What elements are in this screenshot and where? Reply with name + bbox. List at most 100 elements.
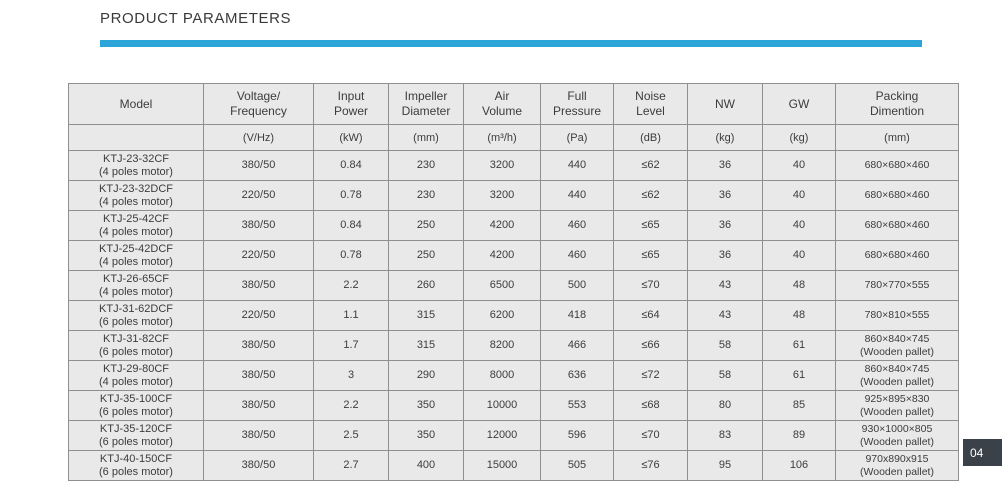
unit-model [68,124,204,151]
cell-model: KTJ-35-100CF (6 poles motor) [68,390,204,421]
cell-full-pressure: 440 [540,150,614,181]
col-header-air-volume: Air Volume [463,83,541,125]
cell-nw: 95 [687,450,763,481]
cell-noise-level: ≤64 [613,300,688,331]
table-row: KTJ-35-120CF (6 poles motor) 380/50 2.5 … [68,420,959,451]
cell-packing-dimention: 860×840×745 (Wooden pallet) [835,330,959,361]
table-row: KTJ-23-32CF (4 poles motor) 380/50 0.84 … [68,150,959,181]
cell-air-volume: 8200 [463,330,541,361]
cell-nw: 43 [687,270,763,301]
col-header-nw: NW [687,83,763,125]
col-header-packing-dimention: Packing Dimention [835,83,959,125]
table-row: KTJ-40-150CF (6 poles motor) 380/50 2.7 … [68,450,959,481]
unit-noise-level: (dB) [613,124,688,151]
cell-voltage-frequency: 380/50 [203,360,314,391]
cell-packing-dimention: 680×680×460 [835,150,959,181]
cell-impeller-diameter: 350 [388,420,464,451]
cell-input-power: 1.7 [313,330,389,361]
unit-packing-dimention: (mm) [835,124,959,151]
table-row: KTJ-31-82CF (6 poles motor) 380/50 1.7 3… [68,330,959,361]
cell-model: KTJ-29-80CF (4 poles motor) [68,360,204,391]
unit-full-pressure: (Pa) [540,124,614,151]
cell-packing-dimention: 780×770×555 [835,270,959,301]
cell-full-pressure: 553 [540,390,614,421]
cell-impeller-diameter: 290 [388,360,464,391]
cell-packing-dimention: 930×1000×805 (Wooden pallet) [835,420,959,451]
cell-full-pressure: 460 [540,210,614,241]
cell-packing-dimention: 970x890x915 (Wooden pallet) [835,450,959,481]
cell-noise-level: ≤65 [613,240,688,271]
cell-impeller-diameter: 400 [388,450,464,481]
col-header-input-power: Input Power [313,83,389,125]
cell-input-power: 2.2 [313,270,389,301]
cell-full-pressure: 460 [540,240,614,271]
unit-air-volume: (m³/h) [463,124,541,151]
table-row: KTJ-25-42CF (4 poles motor) 380/50 0.84 … [68,210,959,241]
table-header-row: Model Voltage/ Frequency Input Power Imp… [68,83,959,125]
cell-air-volume: 6200 [463,300,541,331]
cell-noise-level: ≤76 [613,450,688,481]
col-header-full-pressure: Full Pressure [540,83,614,125]
title-underline-bar [100,40,922,47]
cell-impeller-diameter: 315 [388,330,464,361]
cell-gw: 85 [762,390,836,421]
cell-noise-level: ≤66 [613,330,688,361]
cell-noise-level: ≤62 [613,180,688,211]
col-header-gw: GW [762,83,836,125]
cell-model: KTJ-35-120CF (6 poles motor) [68,420,204,451]
table-row: KTJ-29-80CF (4 poles motor) 380/50 3 290… [68,360,959,391]
cell-air-volume: 12000 [463,420,541,451]
cell-voltage-frequency: 380/50 [203,390,314,421]
cell-input-power: 0.84 [313,210,389,241]
unit-gw: (kg) [762,124,836,151]
cell-model: KTJ-23-32CF (4 poles motor) [68,150,204,181]
cell-voltage-frequency: 220/50 [203,300,314,331]
cell-noise-level: ≤68 [613,390,688,421]
cell-nw: 58 [687,360,763,391]
cell-full-pressure: 466 [540,330,614,361]
cell-impeller-diameter: 350 [388,390,464,421]
cell-full-pressure: 505 [540,450,614,481]
cell-packing-dimention: 680×680×460 [835,240,959,271]
cell-input-power: 3 [313,360,389,391]
table-units-row: (V/Hz) (kW) (mm) (m³/h) (Pa) (dB) (kg) (… [68,124,959,151]
cell-voltage-frequency: 220/50 [203,240,314,271]
cell-voltage-frequency: 220/50 [203,180,314,211]
cell-nw: 58 [687,330,763,361]
cell-gw: 40 [762,240,836,271]
cell-noise-level: ≤62 [613,150,688,181]
cell-full-pressure: 418 [540,300,614,331]
cell-air-volume: 4200 [463,210,541,241]
cell-model: KTJ-31-62DCF (6 poles motor) [68,300,204,331]
product-parameters-table: Model Voltage/ Frequency Input Power Imp… [68,83,959,481]
cell-impeller-diameter: 230 [388,150,464,181]
cell-noise-level: ≤70 [613,420,688,451]
cell-model: KTJ-25-42CF (4 poles motor) [68,210,204,241]
col-header-model: Model [68,83,204,125]
cell-input-power: 0.78 [313,240,389,271]
table-row: KTJ-35-100CF (6 poles motor) 380/50 2.2 … [68,390,959,421]
cell-gw: 61 [762,330,836,361]
cell-impeller-diameter: 250 [388,240,464,271]
cell-voltage-frequency: 380/50 [203,210,314,241]
cell-gw: 48 [762,270,836,301]
cell-packing-dimention: 780×810×555 [835,300,959,331]
cell-voltage-frequency: 380/50 [203,330,314,361]
page-number-badge: 04 [963,439,1002,466]
cell-noise-level: ≤72 [613,360,688,391]
cell-impeller-diameter: 260 [388,270,464,301]
cell-impeller-diameter: 250 [388,210,464,241]
col-header-impeller-diameter: Impeller Diameter [388,83,464,125]
cell-full-pressure: 636 [540,360,614,391]
col-header-noise-level: Noise Level [613,83,688,125]
cell-packing-dimention: 925×895×830 (Wooden pallet) [835,390,959,421]
cell-model: KTJ-26-65CF (4 poles motor) [68,270,204,301]
table-row: KTJ-23-32DCF (4 poles motor) 220/50 0.78… [68,180,959,211]
cell-air-volume: 10000 [463,390,541,421]
cell-voltage-frequency: 380/50 [203,420,314,451]
cell-impeller-diameter: 315 [388,300,464,331]
cell-input-power: 1.1 [313,300,389,331]
cell-gw: 106 [762,450,836,481]
cell-air-volume: 6500 [463,270,541,301]
